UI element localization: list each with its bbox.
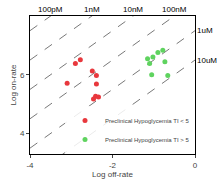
svg-text:10uM: 10uM	[197, 56, 217, 65]
svg-text:Log on-rate: Log on-rate	[9, 64, 18, 105]
svg-text:100pM: 100pM	[38, 5, 63, 14]
svg-text:4: 4	[20, 129, 25, 138]
svg-text:Log off-rate: Log off-rate	[92, 170, 133, 179]
svg-text:100nM: 100nM	[162, 5, 187, 14]
svg-text:Preclinical Hypoglycemia TI <: Preclinical Hypoglycemia TI < 5	[105, 118, 189, 124]
svg-text:6: 6	[20, 71, 25, 80]
svg-text:1nM: 1nM	[84, 5, 100, 14]
svg-text:0: 0	[193, 161, 198, 170]
svg-text:Preclinical Hypoglycemia TI >: Preclinical Hypoglycemia TI > 5	[105, 137, 189, 143]
svg-text:-4: -4	[26, 161, 34, 170]
svg-text:10nM: 10nM	[123, 5, 143, 14]
svg-text:1uM: 1uM	[197, 26, 213, 35]
svg-text:-2: -2	[109, 161, 117, 170]
